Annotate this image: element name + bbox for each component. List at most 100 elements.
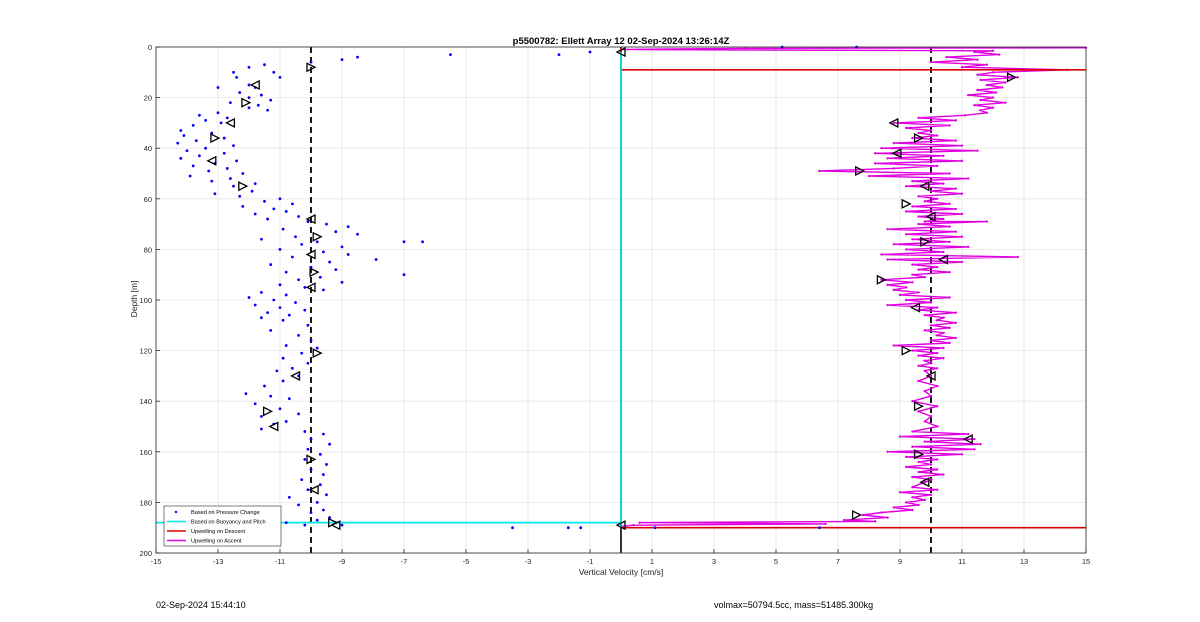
x-tick-label: 15 bbox=[1082, 557, 1090, 566]
triangle-marker bbox=[206, 155, 217, 166]
ascent-point bbox=[954, 336, 957, 340]
ascent-point bbox=[898, 293, 902, 297]
ascent-point bbox=[892, 288, 895, 292]
ascent-point bbox=[929, 339, 933, 342]
pressure-change-point bbox=[235, 159, 239, 163]
ascent-point bbox=[979, 109, 982, 112]
ascent-point bbox=[960, 235, 964, 238]
ascent-point bbox=[905, 465, 908, 469]
pressure-change-point bbox=[306, 488, 310, 492]
ascent-point bbox=[936, 265, 939, 269]
ascent-point bbox=[948, 341, 951, 345]
triangle-marker bbox=[913, 133, 925, 144]
x-tick-label: 7 bbox=[836, 557, 840, 566]
ascent-point bbox=[911, 508, 914, 512]
ascent-point bbox=[991, 96, 995, 99]
pressure-change-point bbox=[291, 366, 294, 370]
pressure-change-point bbox=[511, 526, 514, 530]
triangle-marker bbox=[920, 236, 931, 247]
ascent-point bbox=[898, 491, 902, 494]
ascent-point bbox=[874, 162, 877, 165]
ascent-point bbox=[917, 503, 920, 507]
ascent-point bbox=[967, 93, 970, 97]
ascent-point bbox=[892, 506, 895, 509]
pressure-change-point bbox=[309, 60, 313, 64]
pressure-change-point bbox=[272, 207, 276, 211]
ascent-point bbox=[973, 448, 976, 451]
x-tick-label: 3 bbox=[712, 557, 716, 566]
pressure-change-point bbox=[207, 169, 211, 173]
pressure-change-point bbox=[278, 306, 282, 309]
ascent-point bbox=[886, 516, 889, 519]
ascent-point bbox=[923, 359, 926, 362]
ascent-point bbox=[892, 167, 895, 170]
ascent-point bbox=[936, 488, 939, 491]
ascent-point bbox=[892, 243, 895, 246]
pressure-change-point bbox=[284, 210, 288, 213]
pressure-change-point bbox=[216, 111, 220, 115]
pressure-change-point bbox=[322, 508, 325, 512]
pressure-change-point bbox=[225, 167, 229, 170]
ascent-point bbox=[929, 324, 933, 327]
pressure-change-point bbox=[291, 255, 294, 259]
ascent-point bbox=[911, 496, 914, 499]
ascent-point bbox=[923, 480, 926, 484]
ascent-point bbox=[963, 114, 967, 117]
pressure-change-point bbox=[287, 397, 291, 401]
triangle-marker bbox=[306, 62, 317, 73]
x-tick-label: 13 bbox=[1020, 557, 1028, 566]
ascent-point bbox=[936, 458, 939, 461]
pressure-change-point bbox=[188, 174, 192, 178]
pressure-change-point bbox=[225, 116, 229, 120]
triangle-marker bbox=[305, 213, 316, 225]
ascent-point bbox=[905, 210, 908, 213]
ascent-point bbox=[985, 111, 988, 114]
pressure-change-point bbox=[315, 240, 319, 244]
ascent-point bbox=[942, 154, 945, 157]
triangle-marker bbox=[919, 181, 930, 192]
ascent-point bbox=[880, 511, 883, 514]
x-tick-label: -5 bbox=[463, 557, 470, 566]
pressure-change-point bbox=[579, 526, 583, 530]
pressure-change-point bbox=[297, 334, 300, 337]
ascent-point bbox=[929, 478, 933, 481]
pressure-change-point bbox=[266, 311, 269, 315]
ascent-point bbox=[917, 131, 920, 135]
ascent-point bbox=[991, 49, 995, 52]
pressure-change-point bbox=[266, 108, 269, 112]
ascent-point bbox=[1016, 255, 1019, 259]
legend-label: Upwelling on Descent bbox=[191, 529, 246, 535]
pressure-change-point bbox=[297, 278, 300, 282]
ascent-point bbox=[892, 344, 895, 347]
ascent-point bbox=[905, 248, 908, 251]
ascent-point bbox=[960, 66, 964, 69]
pressure-change-point bbox=[260, 93, 263, 97]
triangle-marker bbox=[910, 302, 921, 313]
triangle-marker bbox=[615, 47, 626, 58]
series-layer bbox=[156, 45, 1088, 531]
ascent-point bbox=[923, 498, 926, 502]
pressure-change-point bbox=[281, 379, 285, 383]
triangle-marker bbox=[851, 509, 863, 521]
pressure-change-point bbox=[278, 407, 282, 411]
ascent-point bbox=[960, 192, 964, 195]
ascent-point bbox=[942, 217, 945, 221]
pressure-change-point bbox=[402, 273, 406, 277]
pressure-change-point bbox=[303, 523, 307, 527]
ascent-point bbox=[976, 58, 979, 61]
ascent-point bbox=[960, 453, 964, 456]
ascent-point bbox=[917, 291, 920, 294]
pressure-change-point bbox=[204, 118, 208, 122]
pressure-change-point bbox=[287, 313, 291, 317]
pressure-change-point bbox=[294, 301, 297, 304]
ascent-point bbox=[886, 258, 889, 261]
pressure-change-point bbox=[303, 285, 307, 289]
pressure-change-point bbox=[284, 344, 288, 347]
triangle-marker bbox=[312, 231, 323, 242]
ascent-point bbox=[917, 268, 920, 271]
ascent-point bbox=[929, 415, 933, 418]
ascent-point bbox=[923, 220, 926, 223]
pressure-change-point bbox=[253, 212, 257, 216]
y-axis-label: Depth [m] bbox=[129, 281, 139, 318]
pressure-change-point bbox=[213, 192, 217, 196]
